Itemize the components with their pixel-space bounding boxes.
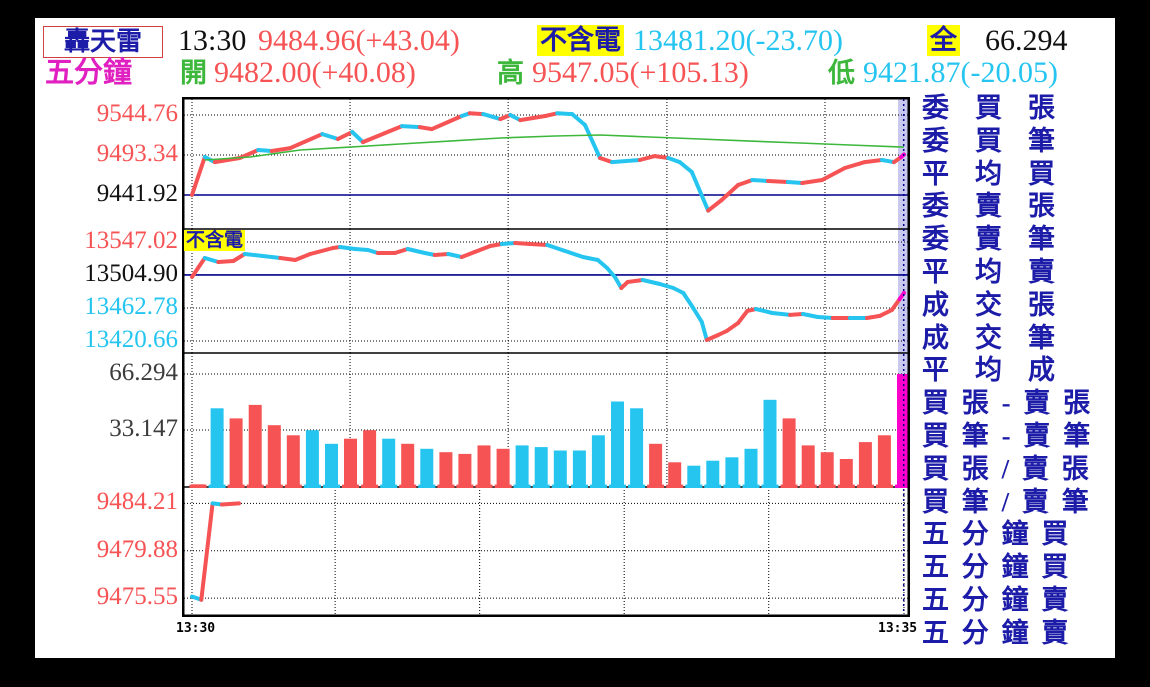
right-menu-item-0[interactable]: 委買張數: [922, 93, 1081, 123]
time-start-label: 13:30: [176, 621, 216, 636]
axis-tick-label: 66.294: [109, 358, 178, 386]
period-label[interactable]: 五分鐘: [45, 57, 133, 89]
right-menu-item-13[interactable]: 五分鐘買張: [922, 519, 1082, 550]
high-label: 高: [497, 58, 524, 88]
total-badge[interactable]: 全: [927, 25, 960, 56]
open-label: 開: [180, 58, 207, 88]
right-menu: 委買張數委買筆數平均買張委賣張數委賣筆數平均賣張成交張數成交筆數平均成交買張-賣…: [922, 92, 1118, 650]
right-menu-item-10[interactable]: 買筆-賣筆: [922, 420, 1103, 451]
chart-svg: [182, 97, 910, 617]
header-time: 13:30: [178, 24, 247, 57]
low-label: 低: [828, 58, 855, 88]
ex-label-badge[interactable]: 不含電: [537, 25, 624, 56]
axis-tick-label: 33.147: [109, 414, 178, 442]
chart-frame[interactable]: [182, 97, 910, 617]
low-value: 9421.87(-20.05): [863, 56, 1058, 89]
axis-tick-label: 13462.78: [84, 292, 178, 320]
right-menu-item-5[interactable]: 平均賣張: [922, 256, 1081, 287]
axis-tick-label: 9475.55: [96, 583, 178, 611]
total-value: 66.294: [985, 24, 1068, 57]
right-menu-item-12[interactable]: 買筆/賣筆: [922, 486, 1102, 517]
right-menu-item-8[interactable]: 平均成交: [922, 355, 1081, 386]
sub-chart-label: 不含電: [184, 230, 246, 251]
ex-index-value: 13481.20(-23.70): [633, 24, 843, 57]
axis-tick-label: 9441.92: [96, 180, 178, 207]
right-menu-item-4[interactable]: 委賣筆數: [922, 224, 1081, 255]
axis-tick-label: 9493.34: [96, 140, 178, 168]
axis-tick-label: 9544.76: [96, 100, 178, 128]
axis-tick-label: 13547.02: [84, 226, 178, 254]
right-menu-item-11[interactable]: 買張/賣張: [922, 453, 1102, 484]
axis-tick-label: 9484.21: [96, 488, 178, 516]
right-menu-item-1[interactable]: 委買筆數: [922, 125, 1081, 156]
axis-tick-label: 13504.90: [84, 259, 178, 287]
right-menu-item-7[interactable]: 成交筆數: [922, 322, 1081, 353]
index-value: 9484.96(+43.04): [258, 24, 460, 57]
high-value: 9547.05(+105.13): [532, 56, 749, 89]
time-end-label: 13:35: [878, 621, 918, 636]
right-menu-item-6[interactable]: 成交張數: [922, 289, 1081, 320]
left-axis-labels: 9544.76 9493.34 9441.92 13547.02 13504.90 134…: [0, 0, 178, 687]
open-value: 9482.00(+40.08): [214, 56, 416, 89]
right-menu-item-14[interactable]: 五分鐘買筆: [922, 552, 1082, 583]
brand-box[interactable]: 轟天雷: [43, 26, 163, 58]
right-menu-item-15[interactable]: 五分鐘賣張: [922, 584, 1082, 615]
right-menu-item-9[interactable]: 買張-賣張: [922, 388, 1103, 419]
right-menu-item-2[interactable]: 平均買張: [922, 158, 1081, 189]
axis-tick-label: 13420.66: [84, 325, 178, 353]
right-menu-item-16[interactable]: 五分鐘賣筆: [922, 617, 1082, 648]
right-menu-item-3[interactable]: 委賣張數: [922, 191, 1081, 222]
axis-tick-label: 9479.88: [96, 535, 178, 563]
